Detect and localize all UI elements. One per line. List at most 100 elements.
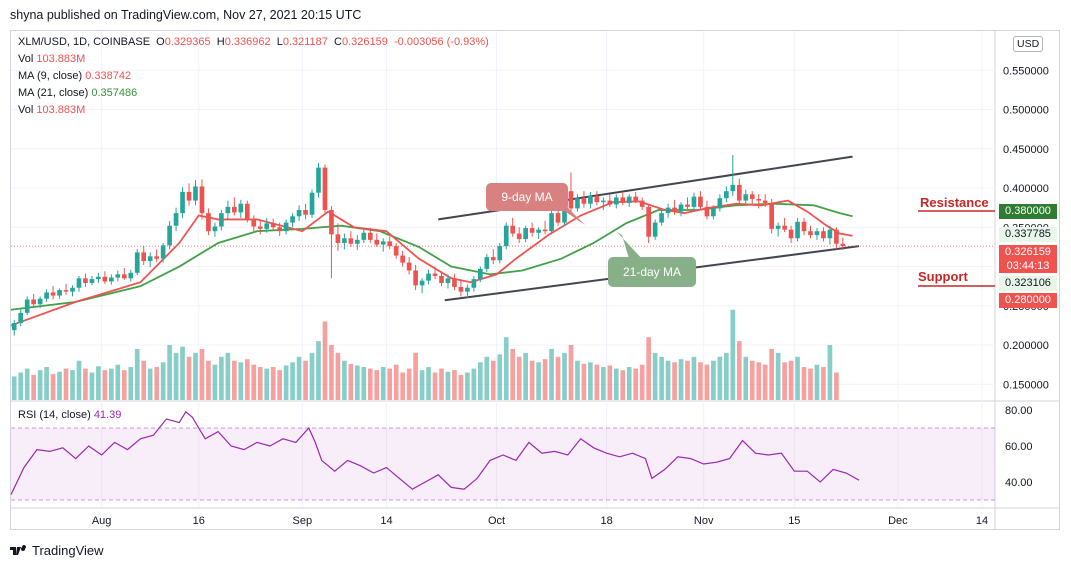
legend-ma21-value: 0.357486 xyxy=(91,87,138,99)
open-value: 0.329365 xyxy=(164,36,211,48)
last-price-value: 0.326159 xyxy=(1005,246,1051,258)
candle-body xyxy=(400,255,405,263)
volume-bar xyxy=(536,362,541,400)
volume-bar xyxy=(160,362,166,400)
volume-bar xyxy=(665,360,671,400)
candle-body xyxy=(756,199,762,201)
low-value: 0.321187 xyxy=(282,36,328,48)
volume-bar xyxy=(199,348,205,400)
volume-bar xyxy=(63,368,69,400)
candle-body xyxy=(296,210,302,217)
ma9-callout-label: 9-day MA xyxy=(501,190,552,204)
volume-bar xyxy=(549,348,554,400)
candle-body xyxy=(840,243,846,247)
candle-body xyxy=(724,191,729,199)
volume-bar xyxy=(212,364,218,400)
price-tick-label: 0.150000 xyxy=(1003,379,1049,391)
time-tick-label: 16 xyxy=(193,515,205,527)
candle-body xyxy=(691,196,697,207)
candle-body xyxy=(633,196,639,201)
legend-ma9[interactable]: MA (9, close) 0.338742 xyxy=(18,70,131,82)
open-label: O xyxy=(156,36,165,48)
volume-bar xyxy=(96,366,101,400)
candle-body xyxy=(769,202,774,229)
legend-ma21[interactable]: MA (21, close) 0.357486 xyxy=(18,87,137,99)
candle-body xyxy=(206,213,211,232)
volume-bar xyxy=(633,368,639,400)
volume-bar xyxy=(613,368,619,400)
rsi-tick-label: 60.00 xyxy=(1005,441,1033,453)
candle-body xyxy=(672,207,677,212)
volume-bar xyxy=(419,370,425,400)
candle-body xyxy=(801,221,807,232)
candle-body xyxy=(199,186,205,214)
chart-frame xyxy=(10,30,1060,530)
ma9-callout-box xyxy=(486,183,568,211)
volume-bar xyxy=(180,346,185,400)
candle-body xyxy=(652,222,658,237)
candle-body xyxy=(309,192,315,215)
volume-bar xyxy=(749,360,755,400)
currency-button[interactable]: USD xyxy=(1013,36,1044,52)
volume-bar xyxy=(620,370,626,400)
candle-body xyxy=(406,262,412,271)
high-label: H xyxy=(216,36,225,48)
volume-bar xyxy=(588,362,593,400)
footer-brand[interactable]: TradingView xyxy=(10,543,104,558)
candle-body xyxy=(821,231,826,239)
ma21-callout: 21-day MA xyxy=(608,232,696,287)
candle-body xyxy=(277,227,282,232)
candle-body xyxy=(154,256,159,259)
volume-bar xyxy=(555,356,561,400)
candle-body xyxy=(762,200,768,203)
candle-body xyxy=(147,256,153,262)
candle-body xyxy=(128,272,134,279)
volume-bar xyxy=(186,356,192,400)
volume-bar xyxy=(529,360,535,400)
close-value: 0.326159 xyxy=(342,36,388,48)
candle-body xyxy=(419,280,425,286)
grid xyxy=(11,31,1060,530)
volume-bar xyxy=(698,362,703,400)
legend-rsi-value: 41.39 xyxy=(93,409,122,421)
volume-bar xyxy=(102,370,108,400)
volume-bar xyxy=(206,360,211,400)
legend-vol[interactable]: Vol 103.883M xyxy=(18,53,85,65)
volume-bar xyxy=(465,372,470,400)
volume-bar xyxy=(646,337,651,400)
volume-bar xyxy=(335,352,341,400)
ohlc-legend: XLM/USD, 1D, COINBASE O0.329365 H0.33696… xyxy=(18,36,489,48)
legend-ma21-label: MA (21, close) xyxy=(18,87,89,99)
volume-bars xyxy=(11,309,839,400)
volume-bar xyxy=(367,368,373,400)
volume-bar xyxy=(50,374,56,400)
legend-vol-label: Vol xyxy=(18,53,34,65)
volume-bar xyxy=(756,362,762,400)
candle-body xyxy=(613,197,619,205)
volume-bar xyxy=(730,309,736,400)
legend-rsi[interactable]: RSI (14, close) 41.39 xyxy=(18,409,121,421)
volume-bar xyxy=(478,362,483,400)
rsi-line xyxy=(10,410,860,495)
volume-bar xyxy=(141,360,147,400)
candle-body xyxy=(11,323,17,331)
volume-bar xyxy=(251,364,257,400)
candle-body xyxy=(219,213,224,227)
candle-body xyxy=(594,195,600,203)
change-value: -0.003056 (-0.93%) xyxy=(394,36,489,48)
resistance-price-label: 0.380000 xyxy=(999,204,1057,219)
close-label: C xyxy=(334,36,342,48)
volume-bar xyxy=(134,348,140,400)
candle-body xyxy=(717,198,723,209)
volume-bar xyxy=(89,372,95,400)
volume-bar xyxy=(575,360,580,400)
ma21-price-label: 0.337785 xyxy=(999,227,1057,242)
ma21-callout-pointer xyxy=(617,232,645,262)
candle-body xyxy=(814,231,820,236)
candle-body xyxy=(96,276,101,280)
candle-body xyxy=(620,197,626,203)
volume-bar xyxy=(355,365,360,400)
legend-vol-2[interactable]: Vol 103.883M xyxy=(18,104,85,116)
volume-bar xyxy=(277,370,282,400)
